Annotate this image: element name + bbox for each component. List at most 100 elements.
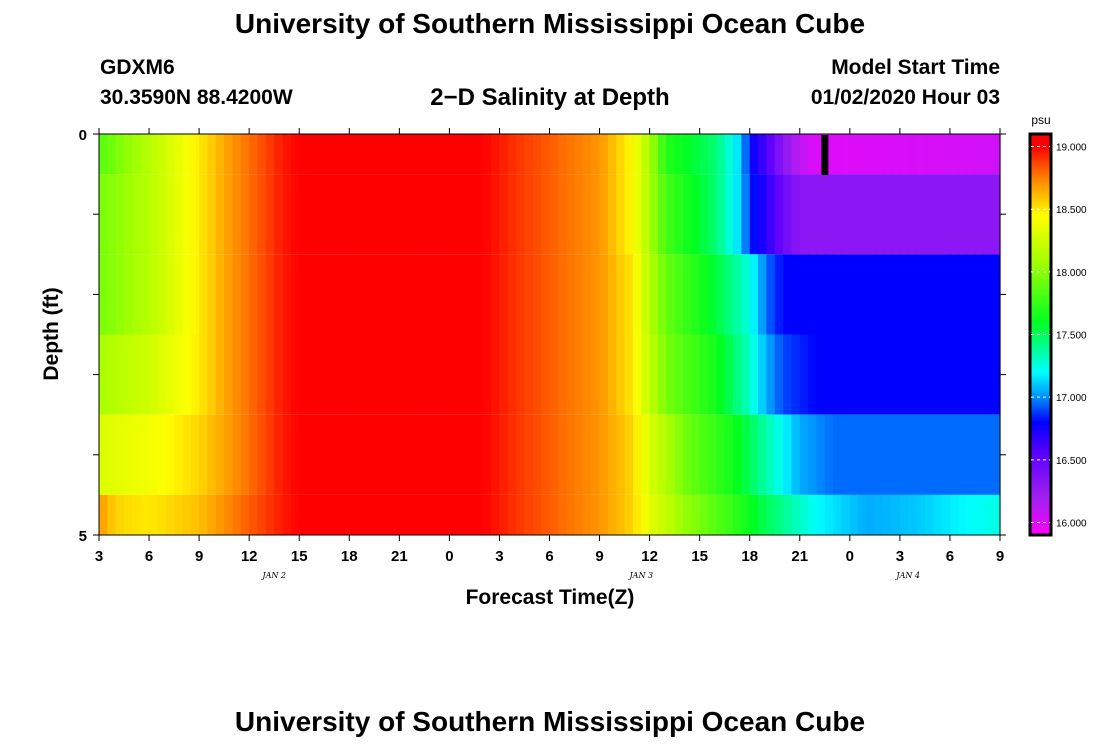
heatmap-cell bbox=[833, 254, 843, 335]
heatmap-cell bbox=[983, 414, 993, 495]
x-tick-label: 15 bbox=[691, 548, 708, 565]
heatmap-cell bbox=[240, 494, 250, 535]
heatmap-cell bbox=[107, 494, 117, 535]
x-axis-ticks: 3 6 9 12 15 18 21 0 3 6 9 12 15 18 21 0 3 6 9 JAN 2 JAN 3 JAN… bbox=[95, 128, 1004, 580]
heatmap-cell bbox=[766, 254, 776, 335]
heatmap-cell bbox=[824, 494, 834, 535]
heatmap-cell bbox=[733, 414, 742, 495]
heatmap-cell bbox=[749, 334, 759, 415]
heatmap-cell bbox=[132, 134, 142, 175]
heatmap-cell bbox=[240, 254, 250, 335]
heatmap-cell bbox=[741, 254, 751, 335]
heatmap-cell bbox=[891, 254, 901, 335]
heatmap-cell bbox=[240, 134, 250, 175]
heatmap-cell bbox=[582, 494, 592, 535]
heatmap-cell bbox=[949, 414, 959, 495]
model-start-label: Model Start Time bbox=[831, 56, 1000, 79]
heatmap-cell bbox=[499, 254, 509, 335]
heatmap-cell bbox=[899, 334, 909, 415]
heatmap-cell bbox=[132, 334, 142, 415]
heatmap-cell bbox=[858, 334, 868, 415]
heatmap-cell bbox=[766, 174, 776, 255]
heatmap-cell bbox=[466, 414, 476, 495]
heatmap-cell bbox=[307, 134, 317, 175]
heatmap-cell bbox=[899, 254, 909, 335]
heatmap-cell bbox=[816, 254, 826, 335]
y-tick-label: 0 bbox=[79, 127, 87, 144]
heatmap-cell bbox=[357, 414, 367, 495]
colorbar-tick-label: 18.500 bbox=[1056, 205, 1087, 216]
heatmap-cell bbox=[524, 254, 534, 335]
heatmap-cell bbox=[207, 174, 217, 255]
heatmap-cell bbox=[966, 134, 976, 175]
heatmap-cell bbox=[474, 174, 484, 255]
heatmap-cell bbox=[941, 174, 951, 255]
heatmap-cell bbox=[607, 494, 617, 535]
heatmap-cell bbox=[140, 334, 150, 415]
heatmap-cell bbox=[891, 134, 901, 175]
heatmap-cell bbox=[482, 334, 492, 415]
heatmap-cell bbox=[532, 254, 542, 335]
heatmap-cell bbox=[324, 174, 334, 255]
heatmap-cell bbox=[340, 174, 350, 255]
heatmap-cell bbox=[591, 254, 601, 335]
heatmap-cell bbox=[207, 254, 217, 335]
heatmap-cell bbox=[883, 494, 893, 535]
x-tick-label: 21 bbox=[791, 548, 808, 565]
heatmap-cell bbox=[190, 134, 200, 175]
heatmap-cell bbox=[324, 334, 334, 415]
heatmap-cell bbox=[416, 414, 425, 495]
heatmap-cell bbox=[557, 174, 567, 255]
heatmap-cell bbox=[165, 254, 175, 335]
heatmap-cell bbox=[566, 174, 576, 255]
heatmap-cell bbox=[407, 134, 417, 175]
heatmap-cell bbox=[199, 254, 209, 335]
x-tick-label: 15 bbox=[291, 548, 308, 565]
colorbar: psu 16.000 16.500 17.000 17.500 18.000 18.500… bbox=[1028, 113, 1087, 537]
heatmap-cell bbox=[657, 254, 667, 335]
heatmap-cell bbox=[974, 134, 984, 175]
heatmap-cell bbox=[424, 414, 434, 495]
heatmap-cell bbox=[482, 414, 492, 495]
heatmap-cell bbox=[699, 414, 709, 495]
heatmap-cell bbox=[866, 494, 876, 535]
x-axis-title: Forecast Time(Z) bbox=[466, 586, 635, 609]
heatmap-cell bbox=[682, 174, 692, 255]
heatmap-cell bbox=[708, 254, 717, 335]
heatmap-cell bbox=[199, 494, 209, 535]
heatmap-cell bbox=[716, 174, 726, 255]
heatmap-cell bbox=[190, 334, 200, 415]
heatmap-cell bbox=[883, 414, 893, 495]
heatmap-cell bbox=[716, 494, 726, 535]
heatmap-cell bbox=[182, 134, 192, 175]
heatmap-cell bbox=[282, 414, 292, 495]
heatmap-cell bbox=[299, 254, 309, 335]
heatmap-cell bbox=[933, 414, 943, 495]
heatmap-cell bbox=[866, 414, 876, 495]
x-date-label: JAN 4 bbox=[894, 571, 920, 580]
heatmap-cell bbox=[290, 254, 300, 335]
heatmap-cell bbox=[165, 174, 175, 255]
heatmap-cell bbox=[641, 334, 651, 415]
heatmap-cell bbox=[157, 334, 167, 415]
heatmap-cell bbox=[132, 414, 142, 495]
heatmap-cell bbox=[524, 334, 534, 415]
heatmap-cell bbox=[958, 254, 968, 335]
heatmap-cell bbox=[290, 134, 300, 175]
heatmap-cell bbox=[124, 134, 133, 175]
heatmap-cell bbox=[641, 174, 651, 255]
heatmap-cell bbox=[499, 134, 509, 175]
heatmap-cell bbox=[265, 174, 275, 255]
heatmap-cell bbox=[207, 494, 217, 535]
heatmap-cell bbox=[115, 174, 125, 255]
heatmap-cell bbox=[649, 334, 659, 415]
heatmap-cell bbox=[741, 494, 751, 535]
heatmap-cell bbox=[741, 134, 751, 175]
heatmap-cell bbox=[466, 254, 476, 335]
heatmap-cell bbox=[941, 134, 951, 175]
heatmap-cell bbox=[607, 174, 617, 255]
heatmap-cell bbox=[199, 414, 209, 495]
x-tick-label: 12 bbox=[641, 548, 658, 565]
heatmap-cell bbox=[224, 254, 234, 335]
